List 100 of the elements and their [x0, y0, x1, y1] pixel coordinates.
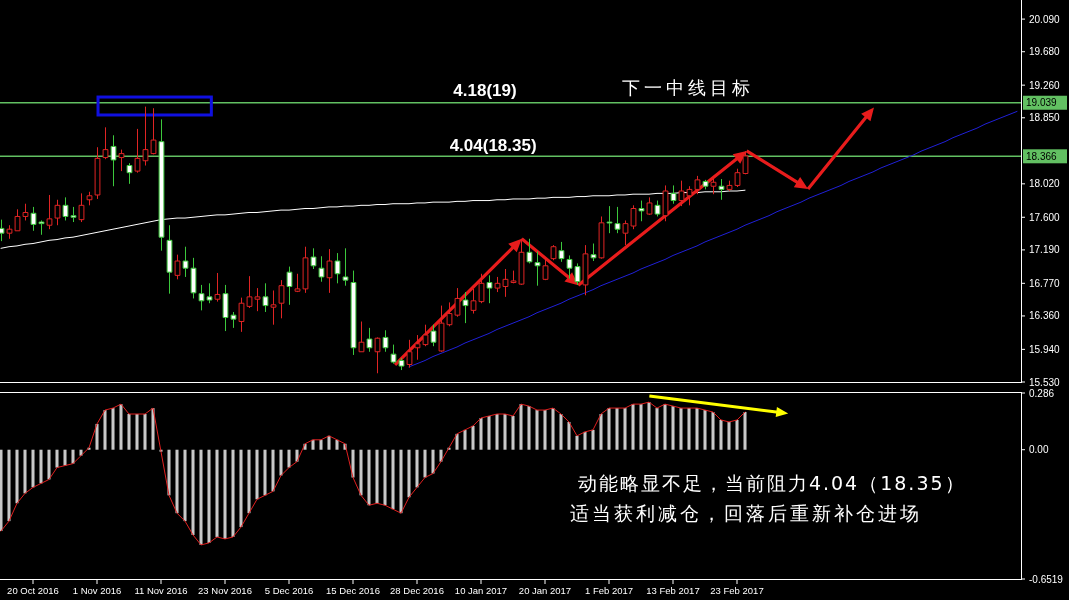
bar: [143, 414, 147, 450]
annotation: 适当获利减仓，回落后重新补仓进场: [569, 502, 922, 525]
bar: [527, 406, 531, 450]
y-tick-label: 17.190: [1029, 244, 1061, 256]
bar: [463, 429, 467, 450]
bar: [719, 419, 723, 450]
bar: [231, 449, 235, 537]
bar: [95, 423, 99, 450]
x-tick-label: 23 Feb 2017: [710, 585, 764, 596]
candlestick: [326, 248, 333, 294]
y-tick-label: 15.940: [1029, 343, 1061, 355]
bar: [631, 404, 635, 450]
y-tick-label: 19.260: [1029, 79, 1061, 91]
x-tick-label: 5 Dec 2016: [264, 585, 314, 596]
candlestick: [374, 336, 381, 374]
candlestick: [382, 329, 389, 353]
bar: [111, 408, 115, 450]
bar: [31, 449, 35, 488]
bar: [327, 435, 331, 450]
bar: [215, 449, 219, 537]
candlestick: [166, 224, 173, 295]
bar: [623, 408, 627, 450]
candlestick: [278, 279, 285, 319]
candlestick: [102, 126, 109, 160]
bar: [375, 449, 379, 504]
bar: [47, 449, 51, 480]
candlestick: [214, 272, 221, 303]
candlestick: [318, 255, 325, 283]
bar: [703, 410, 707, 450]
candlestick: [654, 200, 661, 217]
bar: [15, 449, 19, 504]
bar: [423, 449, 427, 478]
annotation: 下一中线目标: [622, 76, 755, 98]
bar: [183, 449, 187, 522]
candlestick: [118, 149, 125, 172]
candlestick: [710, 177, 717, 195]
y-tick-label: 15.530: [1029, 376, 1061, 388]
bar: [335, 439, 339, 450]
bar: [55, 449, 59, 468]
y-tick-label: 18.020: [1029, 178, 1061, 190]
candlestick: [350, 270, 357, 356]
bar: [455, 433, 459, 450]
x-tick-label: 13 Feb 2017: [646, 585, 700, 596]
bar: [0, 449, 3, 532]
y-tick-label: 0.00: [1029, 444, 1049, 456]
bar: [135, 414, 139, 450]
bar: [559, 414, 563, 450]
bar: [23, 449, 27, 494]
candlestick: [430, 324, 437, 347]
x-tick-label: 20 Jan 2017: [518, 585, 572, 596]
bar: [655, 408, 659, 450]
bar: [599, 414, 603, 450]
x-tick-label: 23 Nov 2016: [198, 585, 252, 596]
bar: [671, 406, 675, 450]
bar: [103, 410, 107, 450]
x-tick-label: 15 Dec 2016: [326, 585, 380, 596]
line-series: [0, 401, 746, 546]
y-tick-label: 17.600: [1029, 211, 1061, 223]
y-tick-label: 18.850: [1029, 112, 1061, 124]
bar: [199, 449, 203, 545]
y-tick-label: -0.6519: [1029, 573, 1064, 585]
bar: [615, 408, 619, 450]
bar: [119, 404, 123, 450]
candlestick: [126, 162, 133, 185]
bar: [471, 425, 475, 450]
bar: [399, 449, 403, 514]
candlestick: [334, 252, 341, 284]
candlestick: [598, 215, 605, 260]
candlestick: [174, 254, 181, 280]
candlestick: [534, 250, 541, 287]
bar: [511, 416, 515, 450]
y-tick-label: 16.360: [1029, 310, 1061, 322]
annotation: 4.04(18.35): [449, 136, 537, 156]
bar: [663, 404, 667, 450]
bar: [175, 449, 179, 514]
y-tick-label: 19.680: [1029, 46, 1061, 58]
bar: [679, 408, 683, 450]
candlestick: [366, 327, 373, 353]
bar: [551, 408, 555, 450]
annotation: 4.18(19): [453, 81, 517, 101]
candlestick: [262, 282, 269, 313]
bar: [687, 408, 691, 450]
bar: [727, 421, 731, 450]
candlestick: [406, 339, 413, 369]
candlestick: [646, 196, 653, 216]
line-series: [408, 110, 1018, 368]
candlestick: [702, 179, 709, 190]
bar: [239, 449, 243, 528]
bar: [639, 404, 643, 450]
candlestick: [526, 238, 533, 264]
bar: [415, 449, 419, 488]
bar: [319, 439, 323, 450]
bar: [391, 449, 395, 510]
x-tick-label: 28 Dec 2016: [390, 585, 444, 596]
candlestick: [638, 200, 645, 222]
bar: [279, 449, 283, 476]
bar: [695, 408, 699, 450]
bar: [647, 402, 651, 450]
annotation: 动能略显不足，当前阻力4.04（18.35）: [577, 471, 966, 494]
bar: [263, 449, 267, 496]
